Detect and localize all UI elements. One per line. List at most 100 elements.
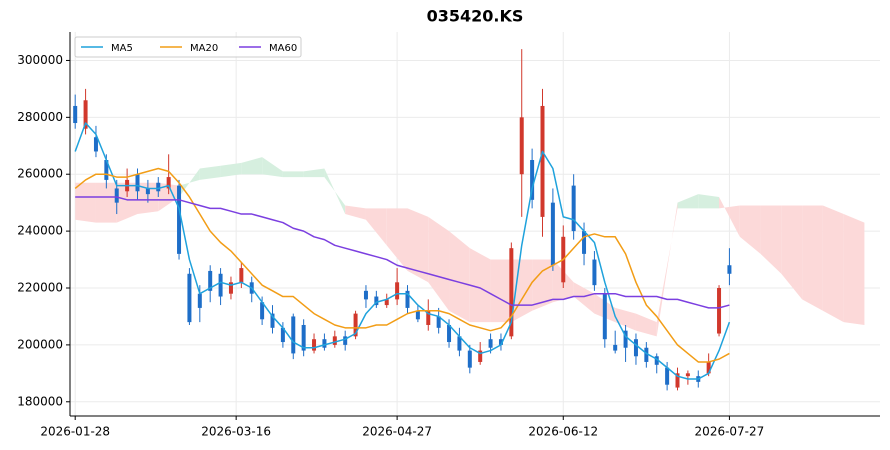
candle-body bbox=[592, 259, 597, 286]
cloud-segment bbox=[365, 208, 387, 246]
candle-body bbox=[405, 290, 410, 308]
candle-body bbox=[644, 347, 649, 362]
candle-body bbox=[665, 367, 670, 385]
candle-body bbox=[654, 356, 659, 365]
candle-body bbox=[145, 188, 150, 195]
x-tick-label: 2026-07-27 bbox=[695, 425, 765, 439]
cloud-segment bbox=[220, 162, 242, 178]
candle-body bbox=[83, 100, 88, 129]
candle-body bbox=[270, 313, 275, 328]
cloud bbox=[75, 157, 865, 337]
candle-body bbox=[550, 202, 555, 266]
candle-body bbox=[706, 361, 711, 374]
cloud-segment bbox=[698, 194, 720, 209]
legend-label: MA5 bbox=[111, 43, 133, 54]
cloud-segment bbox=[781, 205, 803, 300]
candle-body bbox=[343, 336, 348, 345]
candle-body bbox=[633, 339, 638, 357]
candle-body bbox=[104, 160, 109, 180]
cloud-segment bbox=[490, 259, 512, 323]
candle-body bbox=[727, 265, 732, 274]
axes: 180000 200000 220000 240000 260000 280000 3000… bbox=[17, 32, 880, 439]
candle-body bbox=[436, 316, 441, 328]
candle-body bbox=[322, 339, 327, 348]
cloud-segment bbox=[407, 208, 429, 283]
candle-body bbox=[177, 185, 182, 254]
cloud-segment bbox=[532, 259, 553, 311]
x-tick-label: 2026-01-28 bbox=[40, 425, 110, 439]
candle-body bbox=[498, 339, 503, 345]
candle-body bbox=[447, 324, 452, 343]
y-tick-label: 180000 bbox=[17, 394, 63, 408]
ma-line bbox=[74, 122, 731, 380]
candle-body bbox=[187, 273, 192, 323]
cloud-segment bbox=[635, 313, 657, 337]
legend: MA5 MA20 MA60 bbox=[74, 36, 302, 58]
candle-body bbox=[353, 313, 358, 337]
candle-body bbox=[197, 293, 202, 308]
candle-body bbox=[717, 288, 722, 334]
candle-body bbox=[93, 137, 98, 152]
y-tick-label: 300000 bbox=[17, 53, 63, 67]
cloud-segment bbox=[656, 202, 678, 337]
candle-body bbox=[509, 248, 514, 337]
candle-body bbox=[374, 296, 379, 306]
candle-body bbox=[260, 302, 265, 320]
candle-body bbox=[395, 282, 400, 300]
cloud-segment bbox=[843, 214, 865, 325]
cloud-segment bbox=[573, 282, 595, 314]
cloud-segment bbox=[282, 171, 304, 178]
candle-body bbox=[519, 117, 524, 175]
cloud-segment bbox=[345, 205, 366, 220]
candle-body bbox=[602, 293, 607, 340]
candle-body bbox=[291, 316, 296, 354]
cloud-segment bbox=[428, 216, 450, 311]
legend-label: MA60 bbox=[269, 43, 297, 54]
cloud-segment bbox=[677, 194, 699, 209]
candle-body bbox=[571, 185, 576, 232]
cloud-segment bbox=[158, 182, 180, 212]
candle-body bbox=[332, 336, 337, 345]
cloud-segment bbox=[116, 182, 138, 223]
chart-title: 035420.KS bbox=[427, 7, 524, 26]
candle-body bbox=[457, 336, 462, 351]
candle-body bbox=[218, 273, 223, 297]
x-tick-label: 2026-06-12 bbox=[528, 425, 598, 439]
cloud-segment bbox=[822, 205, 844, 323]
legend-label: MA20 bbox=[190, 43, 218, 54]
candle-body bbox=[166, 177, 171, 189]
candle-body bbox=[582, 231, 587, 254]
candle-body bbox=[384, 299, 389, 306]
candle-body bbox=[685, 373, 690, 377]
ma-line bbox=[74, 167, 730, 363]
candle-body bbox=[135, 174, 140, 192]
cloud-segment bbox=[802, 205, 823, 311]
y-tick-label: 240000 bbox=[17, 224, 63, 238]
candle-body bbox=[114, 188, 119, 203]
candle-body bbox=[239, 268, 244, 283]
cloud-segment bbox=[95, 182, 117, 223]
y-tick-label: 280000 bbox=[17, 110, 63, 124]
cloud-segment bbox=[303, 168, 325, 178]
ma-line bbox=[75, 196, 730, 309]
cloud-segment bbox=[75, 182, 96, 223]
cloud-segment bbox=[760, 205, 782, 274]
y-tick-label: 200000 bbox=[17, 337, 63, 351]
candle-body bbox=[623, 330, 628, 348]
cloud-segment bbox=[615, 307, 636, 331]
cloud-segment bbox=[262, 157, 283, 178]
candle-body bbox=[301, 324, 306, 351]
lines bbox=[74, 122, 731, 380]
candle-body bbox=[478, 350, 483, 362]
candle-body bbox=[156, 182, 161, 192]
cloud-segment bbox=[241, 157, 263, 175]
y-tick-label: 220000 bbox=[17, 281, 63, 295]
candle-body bbox=[415, 310, 420, 320]
candle-body bbox=[312, 339, 317, 351]
cloud-segment bbox=[449, 231, 470, 323]
candle-body bbox=[530, 160, 535, 200]
cloud-segment bbox=[199, 165, 221, 180]
candle-body bbox=[208, 270, 213, 291]
candle-body bbox=[280, 327, 285, 343]
y-tick-label: 260000 bbox=[17, 167, 63, 181]
